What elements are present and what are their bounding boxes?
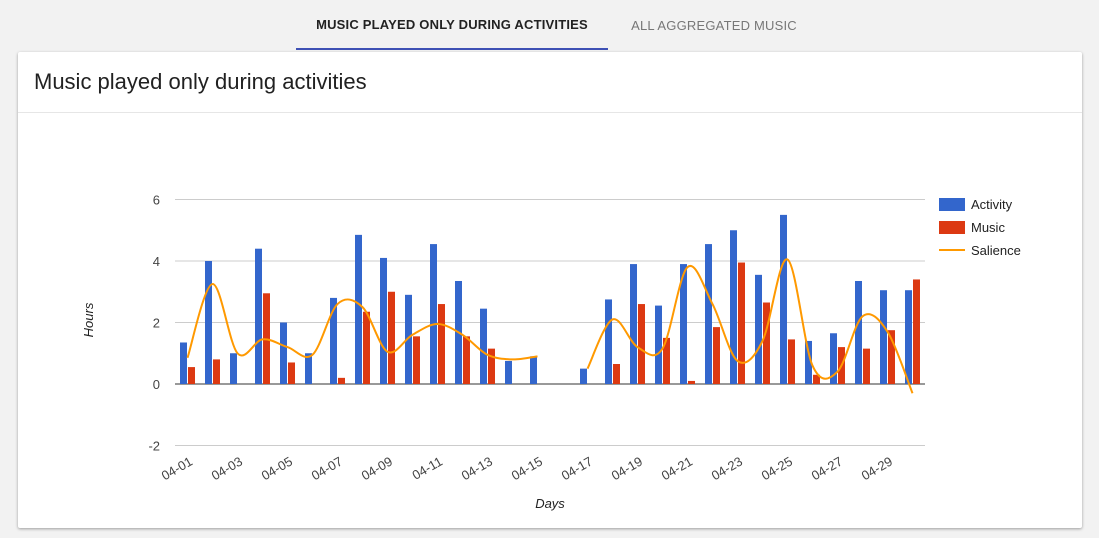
legend-swatch [939, 198, 965, 211]
music-bar [713, 327, 720, 384]
chart: -2 0 2 4 6 04-01 04-03 04-05 04-07 04-09 04-11 04-1… [81, 193, 1021, 512]
music-bar [638, 304, 645, 384]
legend-swatch [939, 221, 965, 234]
music-bar [688, 380, 695, 384]
x-tick-label: 04-07 [309, 454, 345, 484]
music-bar [788, 339, 795, 384]
activity-bar [380, 257, 387, 384]
music-bar [388, 291, 395, 384]
activity-bar [755, 274, 762, 384]
music-bar [738, 262, 745, 384]
activity-bar [705, 244, 712, 384]
activity-bar [505, 360, 512, 384]
salience-line [186, 283, 538, 361]
activity-bar [430, 244, 437, 384]
chart-card: Music played only during activities -2 0 2… [18, 52, 1082, 528]
activity-bar [655, 305, 662, 384]
card-header: Music played only during activities [18, 52, 1082, 113]
legend-label: Salience [971, 243, 1021, 258]
legend-label: Activity [971, 197, 1013, 212]
x-tick-label: 04-01 [159, 454, 195, 484]
music-bar [488, 348, 495, 384]
y-tick-label: 6 [153, 193, 160, 208]
x-tick-label: 04-05 [259, 454, 295, 484]
music-bar [888, 330, 895, 384]
y-tick-label: 0 [153, 377, 160, 392]
x-tick-label: 04-13 [459, 454, 495, 484]
x-axis-title: Days [535, 496, 565, 511]
music-bar [463, 336, 470, 384]
music-bar [913, 279, 920, 384]
music-bar [363, 311, 370, 384]
card-title: Music played only during activities [34, 69, 367, 94]
activity-bar [180, 342, 187, 384]
activity-bar [230, 353, 237, 384]
activity-bar [530, 356, 537, 384]
activity-bar [905, 290, 912, 384]
activity-bar [280, 322, 287, 384]
music-bar [813, 374, 820, 384]
x-tick-label: 04-21 [659, 454, 695, 484]
tab-bar: MUSIC PLAYED ONLY DURING ACTIVITIES ALL … [0, 0, 1099, 50]
activity-bar [830, 333, 837, 384]
activity-bar [605, 299, 612, 384]
x-tick-label: 04-23 [709, 454, 745, 484]
music-bar [763, 302, 770, 384]
activity-bar [405, 294, 412, 384]
music-bar [863, 348, 870, 384]
activity-bar [580, 368, 587, 384]
x-tick-label: 04-27 [809, 454, 845, 484]
music-bar [338, 377, 345, 384]
activity-bar [680, 264, 687, 384]
activity-bar [355, 234, 362, 384]
activity-bar [730, 230, 737, 384]
music-bar [438, 304, 445, 384]
x-tick-label: 04-11 [410, 454, 445, 483]
music-bar [188, 367, 195, 384]
tab-music-during-activities[interactable]: MUSIC PLAYED ONLY DURING ACTIVITIES [296, 0, 608, 50]
music-bar [613, 364, 620, 384]
activity-bar [255, 248, 262, 384]
music-bar [413, 336, 420, 384]
activity-bar [630, 264, 637, 384]
x-tick-label: 04-17 [559, 454, 595, 484]
legend-label: Music [971, 220, 1005, 235]
x-tick-label: 04-19 [609, 454, 645, 484]
activity-bar [330, 297, 337, 384]
y-axis-title: Hours [81, 302, 96, 337]
x-tick-label: 04-03 [209, 454, 245, 484]
music-bar [213, 359, 220, 384]
music-bar [288, 362, 295, 384]
activity-bar [880, 290, 887, 384]
x-tick-label: 04-15 [509, 454, 545, 484]
salience-line [586, 258, 914, 394]
tab-all-aggregated-music[interactable]: ALL AGGREGATED MUSIC [631, 17, 797, 33]
y-tick-label: -2 [148, 439, 160, 454]
activity-bar [855, 280, 862, 384]
activity-bar [205, 261, 212, 384]
x-tick-label: 04-25 [759, 454, 795, 484]
activity-bar [305, 353, 312, 384]
x-tick-label: 04-29 [859, 454, 895, 484]
x-tick-label: 04-09 [359, 454, 395, 484]
y-tick-label: 2 [153, 316, 160, 331]
activity-bar [805, 340, 812, 384]
music-bar [663, 337, 670, 384]
activity-bar [780, 214, 787, 384]
y-tick-label: 4 [153, 254, 160, 269]
activity-bar [480, 308, 487, 384]
